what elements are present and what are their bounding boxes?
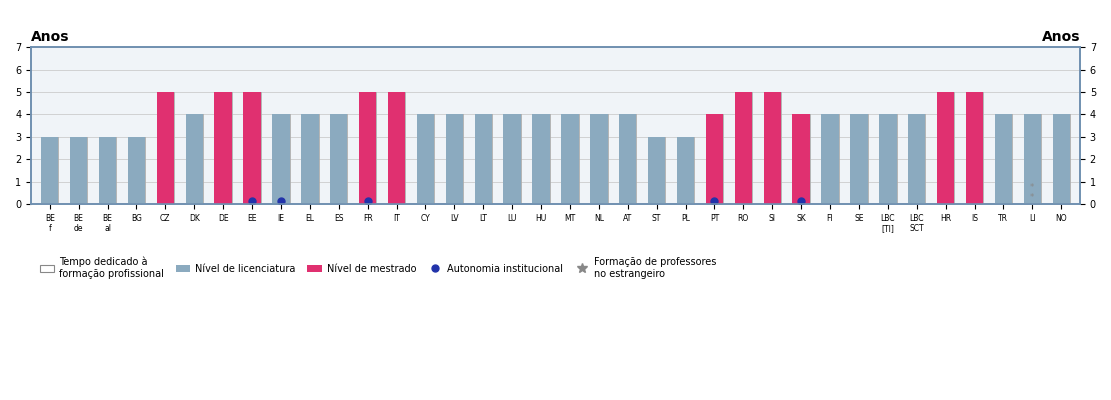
Bar [301, 114, 319, 204]
Bar [128, 137, 146, 204]
Bar [417, 114, 434, 204]
Bar [850, 114, 868, 204]
Bar [734, 92, 752, 204]
Bar [734, 92, 752, 204]
Bar [908, 114, 925, 204]
Bar [994, 114, 1012, 204]
Bar [70, 137, 88, 204]
Bar [850, 114, 868, 204]
Bar [965, 92, 983, 204]
Bar [561, 114, 579, 204]
Bar [705, 114, 723, 204]
Text: Anos: Anos [1041, 30, 1080, 44]
Bar [157, 92, 174, 204]
Bar [417, 114, 434, 204]
Bar [128, 137, 146, 204]
Bar [763, 137, 781, 204]
Bar [388, 92, 406, 204]
Bar [359, 92, 377, 204]
Bar [243, 92, 261, 204]
Bar [705, 114, 723, 204]
Bar [619, 114, 637, 204]
Bar [763, 92, 781, 204]
Bar [590, 114, 608, 204]
Bar [186, 114, 203, 204]
Bar [446, 114, 463, 204]
Bar [561, 114, 579, 204]
Bar [214, 92, 232, 204]
Bar [99, 137, 117, 204]
Bar [446, 114, 463, 204]
Legend: Tempo dedicado à
formação profissional, Nível de licenciatura, Nível de mestrado: Tempo dedicado à formação profissional, … [36, 253, 721, 283]
Bar [763, 92, 781, 204]
Bar [619, 114, 637, 204]
Bar [648, 137, 665, 204]
Bar [243, 137, 261, 204]
Bar [792, 114, 810, 204]
Bar [243, 92, 261, 204]
Bar [821, 114, 839, 204]
Bar [590, 114, 608, 204]
Bar [1052, 114, 1070, 204]
Bar [1052, 114, 1070, 204]
Bar [330, 114, 348, 204]
Text: *
*: * * [1030, 183, 1034, 202]
Bar [532, 114, 550, 204]
Bar [41, 137, 59, 204]
Bar [214, 92, 232, 204]
Bar [272, 114, 290, 204]
Bar [792, 114, 810, 204]
Bar [994, 114, 1012, 204]
Bar [359, 92, 377, 204]
Bar [908, 114, 925, 204]
Bar [99, 137, 117, 204]
Bar [70, 137, 88, 204]
Bar [388, 92, 406, 204]
Bar [965, 92, 983, 204]
Bar [937, 92, 954, 204]
Bar [330, 114, 348, 204]
Bar [879, 114, 897, 204]
Bar [503, 114, 521, 204]
Bar [474, 114, 492, 204]
Bar [272, 114, 290, 204]
Bar [677, 137, 694, 204]
Bar [705, 137, 723, 204]
Bar [937, 92, 954, 204]
Bar [1023, 114, 1041, 204]
Bar [301, 114, 319, 204]
Bar [821, 114, 839, 204]
Bar [532, 114, 550, 204]
Bar [648, 137, 665, 204]
Bar [186, 114, 203, 204]
Bar [677, 137, 694, 204]
Bar [1023, 114, 1041, 204]
Text: Anos: Anos [31, 30, 70, 44]
Bar [879, 114, 897, 204]
Bar [157, 92, 174, 204]
Bar [937, 114, 954, 204]
Bar [503, 114, 521, 204]
Bar [474, 114, 492, 204]
Bar [41, 137, 59, 204]
